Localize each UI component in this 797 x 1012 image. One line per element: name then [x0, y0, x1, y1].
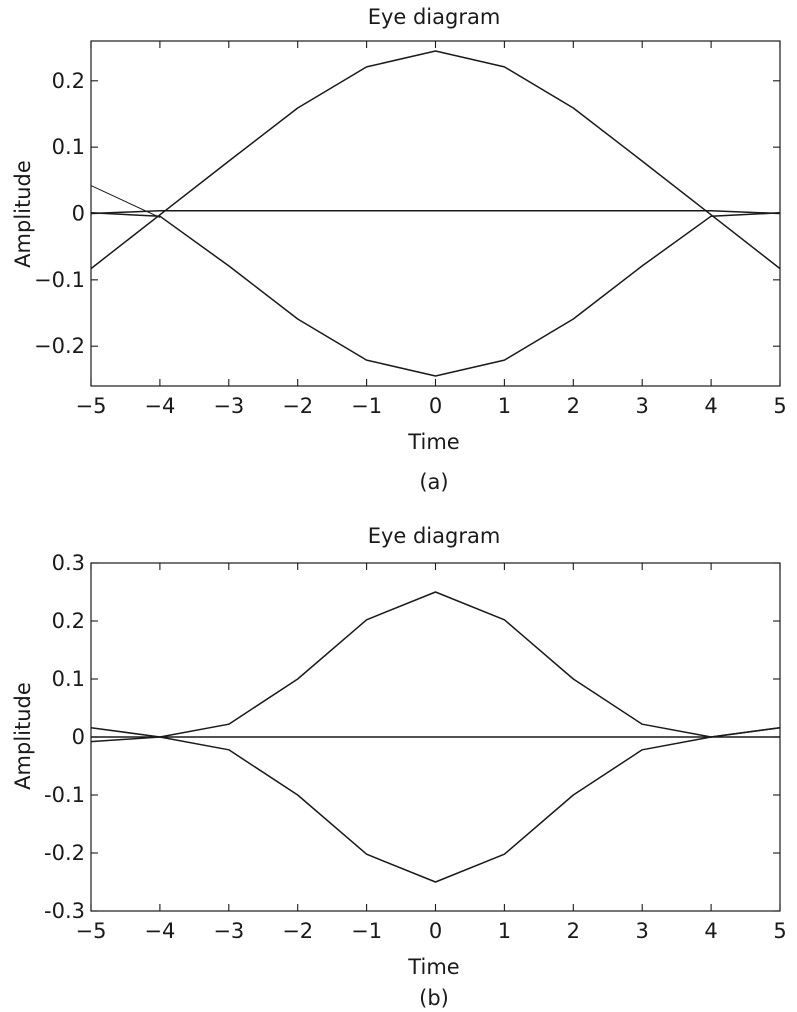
y-tick-label: 0.3 [52, 551, 85, 575]
eye-trace-3 [91, 726, 781, 738]
x-tick-label: 2 [567, 394, 580, 418]
x-tick-label: −1 [351, 394, 382, 418]
traces [90, 50, 781, 377]
x-tick-label: −4 [144, 919, 175, 943]
y-tick-label: −0.2 [34, 334, 85, 358]
x-tick-label: 5 [773, 394, 786, 418]
y-tick-label: -0.1 [44, 783, 85, 807]
x-tick-label: −3 [213, 919, 244, 943]
x-tick-label: 3 [636, 919, 649, 943]
traces [90, 591, 781, 883]
x-tick-label: −4 [144, 394, 175, 418]
y-tick-label: 0.2 [52, 69, 85, 93]
panel-b: Eye diagram Amplitude Time (b) −5 −4 −3 −2 −… [11, 524, 787, 1010]
y-axis-label: Amplitude [11, 682, 35, 790]
x-tick-label: −3 [213, 394, 244, 418]
y-tick-label: −0.1 [34, 268, 85, 292]
x-tick-label: 1 [498, 919, 511, 943]
x-tick-label: −2 [282, 919, 313, 943]
x-tick-label: 5 [773, 919, 786, 943]
eye-trace-4 [90, 185, 161, 218]
y-tick-label: 0.2 [52, 609, 85, 633]
x-tick-label: 1 [498, 394, 511, 418]
x-axis-label: Time [407, 955, 459, 979]
y-tick-label: -0.2 [44, 841, 85, 865]
x-tick-label: −5 [76, 394, 107, 418]
x-axis-label: Time [407, 430, 459, 454]
eye-trace-1 [90, 591, 780, 743]
y-axis-label: Amplitude [11, 160, 35, 268]
chart-title: Eye diagram [368, 524, 501, 548]
x-tick-label: 4 [704, 919, 717, 943]
y-tick-label: 0.1 [52, 667, 85, 691]
x-tick-label: 2 [567, 919, 580, 943]
y-tick-label: -0.3 [44, 899, 85, 923]
eye-trace-2 [90, 212, 781, 377]
y-tick-label: 0.1 [52, 135, 85, 159]
x-tick-label: 0 [429, 919, 442, 943]
panel-caption: (a) [419, 470, 448, 494]
x-tick-label: 0 [429, 394, 442, 418]
x-tick-label: 4 [704, 394, 717, 418]
eye-trace-1 [90, 50, 781, 270]
panel-caption: (b) [419, 986, 449, 1010]
eye-trace-2 [90, 726, 781, 883]
chart-title: Eye diagram [368, 5, 501, 29]
y-tick-label: 0 [72, 202, 85, 226]
panel-a: Eye diagram Amplitude Time (a) −5 −4 −3 −2 −… [11, 5, 787, 494]
x-tick-label: −1 [351, 919, 382, 943]
y-tick-label: 0 [72, 725, 85, 749]
plot-frame [90, 40, 781, 387]
eye-trace-3 [90, 210, 781, 215]
x-tick-label: 3 [636, 394, 649, 418]
x-tick-label: −2 [282, 394, 313, 418]
x-tick-label: −5 [76, 919, 107, 943]
